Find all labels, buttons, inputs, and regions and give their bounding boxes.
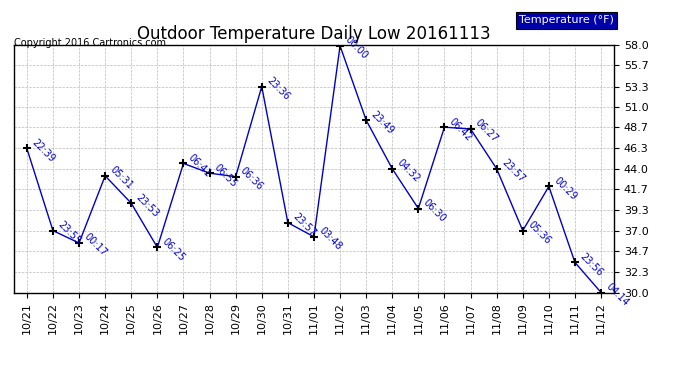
Text: 23:49: 23:49 [369, 109, 395, 136]
Text: Copyright 2016 Cartronics.com: Copyright 2016 Cartronics.com [14, 38, 166, 48]
Text: 00:17: 00:17 [82, 232, 108, 258]
Text: 06:36: 06:36 [239, 165, 265, 192]
Text: 23:56: 23:56 [578, 251, 604, 278]
Text: 05:36: 05:36 [526, 219, 552, 246]
Text: 06:30: 06:30 [421, 197, 448, 224]
Text: 23:36: 23:36 [264, 75, 291, 102]
Text: 04:14: 04:14 [604, 281, 631, 308]
Text: 00:00: 00:00 [343, 34, 370, 62]
Text: 05:31: 05:31 [108, 165, 135, 191]
Text: Temperature (°F): Temperature (°F) [520, 15, 614, 25]
Text: 06:27: 06:27 [473, 118, 500, 145]
Text: 03:48: 03:48 [317, 226, 344, 252]
Text: 23:53: 23:53 [134, 192, 161, 219]
Text: 23:55: 23:55 [56, 219, 83, 246]
Text: 22:39: 22:39 [30, 137, 57, 164]
Text: 06:42: 06:42 [447, 116, 474, 143]
Text: 23:57: 23:57 [290, 211, 317, 238]
Text: 06:25: 06:25 [160, 236, 187, 263]
Text: 00:29: 00:29 [551, 175, 578, 202]
Title: Outdoor Temperature Daily Low 20161113: Outdoor Temperature Daily Low 20161113 [137, 26, 491, 44]
Text: 23:57: 23:57 [500, 158, 526, 184]
Text: 06:55: 06:55 [213, 162, 239, 189]
Text: 04:32: 04:32 [395, 158, 422, 184]
Text: 06:41: 06:41 [186, 152, 213, 179]
